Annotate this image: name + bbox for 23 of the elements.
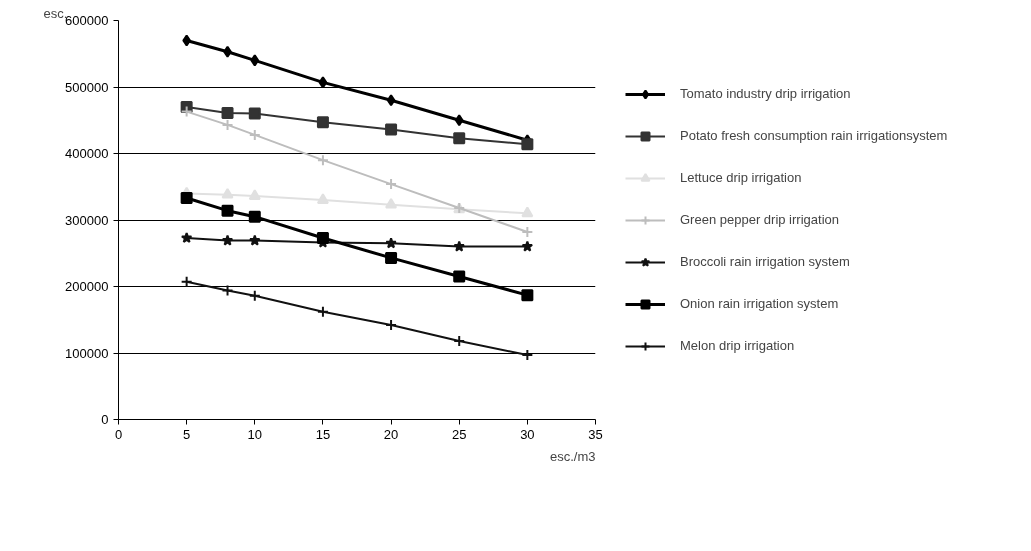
- x-tick-label: 5: [183, 426, 191, 442]
- x-tick-label: 30: [520, 426, 535, 442]
- x-tick-label: 25: [451, 426, 467, 442]
- y-tick-label: 400000: [65, 146, 109, 161]
- x-tick-label: 10: [247, 426, 263, 442]
- y-tick-label: 500000: [65, 79, 109, 95]
- y-tick-label: 100000: [65, 345, 109, 361]
- y-tick-label: 0: [101, 412, 109, 427]
- y-tick-label: 200000: [65, 279, 109, 294]
- x-tick-label: 35: [588, 426, 603, 442]
- y-tick-label: 600000: [65, 13, 109, 28]
- y-tick-label: 300000: [65, 212, 109, 228]
- legend-label: Broccoli rain irrigation system: [680, 254, 850, 269]
- legend-label: Tomato industry drip irrigation: [680, 86, 851, 101]
- x-tick-label: 0: [114, 426, 123, 442]
- legend-label: Green pepper drip irrigation: [680, 212, 839, 227]
- legend-label: Onion rain irrigation system: [680, 296, 839, 311]
- x-axis-title: esc./m3: [549, 448, 596, 464]
- legend-label: Melon drip irrigation: [680, 338, 795, 353]
- x-tick-label: 20: [383, 426, 399, 442]
- legend-label: Potato fresh consumption rain irrigationsystem: [680, 128, 948, 143]
- x-tick-label: 15: [315, 426, 331, 442]
- legend-label: Lettuce drip irrigation: [680, 170, 802, 185]
